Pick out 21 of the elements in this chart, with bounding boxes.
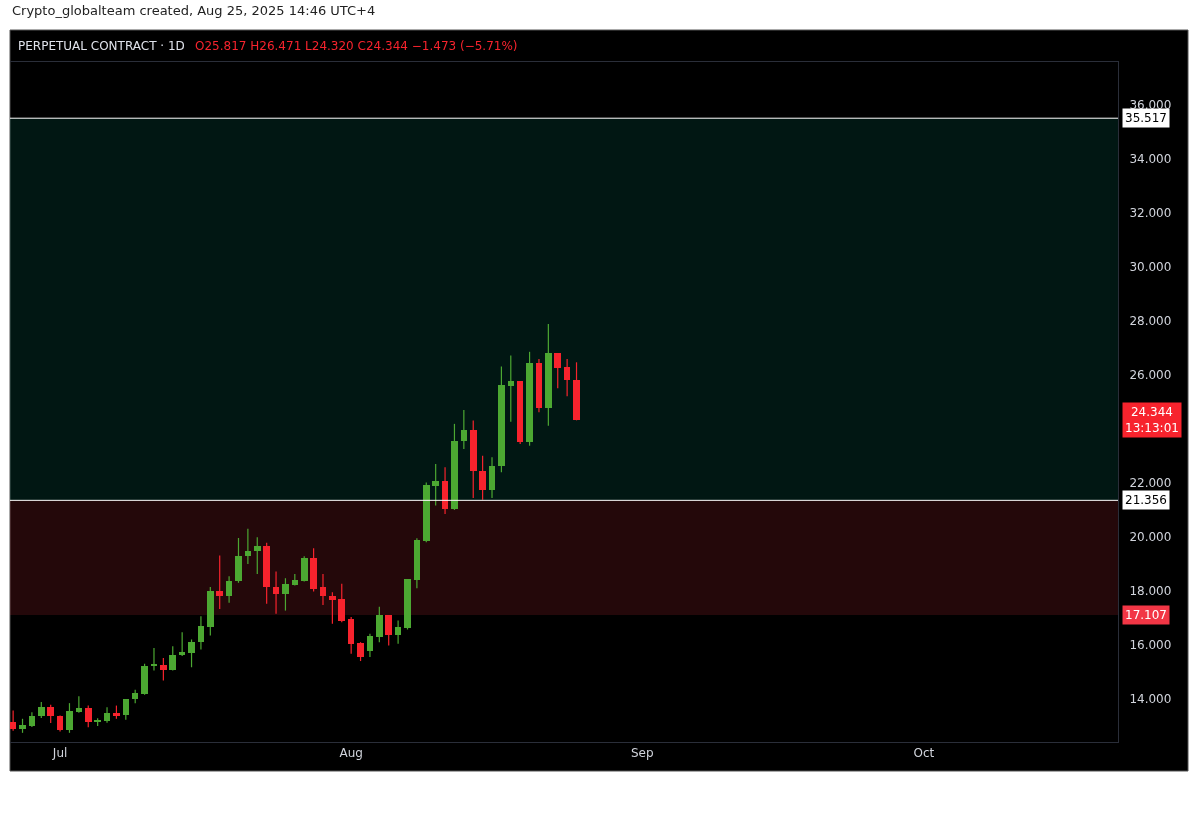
y-tick-label: 26.000 [1129,368,1172,383]
y-tick-label: 20.000 [1129,530,1172,545]
x-tick-label: Oct [913,746,935,761]
x-tick-label: Sep [630,746,654,761]
y-tick-label: 30.000 [1129,260,1172,275]
y-tick-label: 28.000 [1129,314,1172,329]
text: 24.344 13:13:01 [1125,405,1179,435]
y-tick-label: 16.000 [1129,638,1172,653]
y-tick-label: 18.000 [1129,584,1172,599]
chart-title: PERPETUAL CONTRACT · 1D [18,39,185,53]
y-tick-label: 14.000 [1129,692,1172,707]
text: Crypto_globalteam created, Aug 25, 2025 14:46 UTC+4 [12,3,376,18]
x-tick-label: Jul [51,746,68,761]
x-tick-label: Aug [339,746,363,761]
y-tick-label: 34.000 [1129,152,1172,167]
ref-line-label: 21.356 [1125,493,1167,507]
band-label: 17.107 [1125,608,1167,622]
y-tick-label: 32.000 [1129,206,1172,221]
ref-line-label: 35.517 [1125,111,1167,125]
chart-subtitle: O25.817 H26.471 L24.320 C24.344 −1.473 (−5.71%) [195,39,518,53]
y-tick-label: 22.000 [1129,476,1172,491]
